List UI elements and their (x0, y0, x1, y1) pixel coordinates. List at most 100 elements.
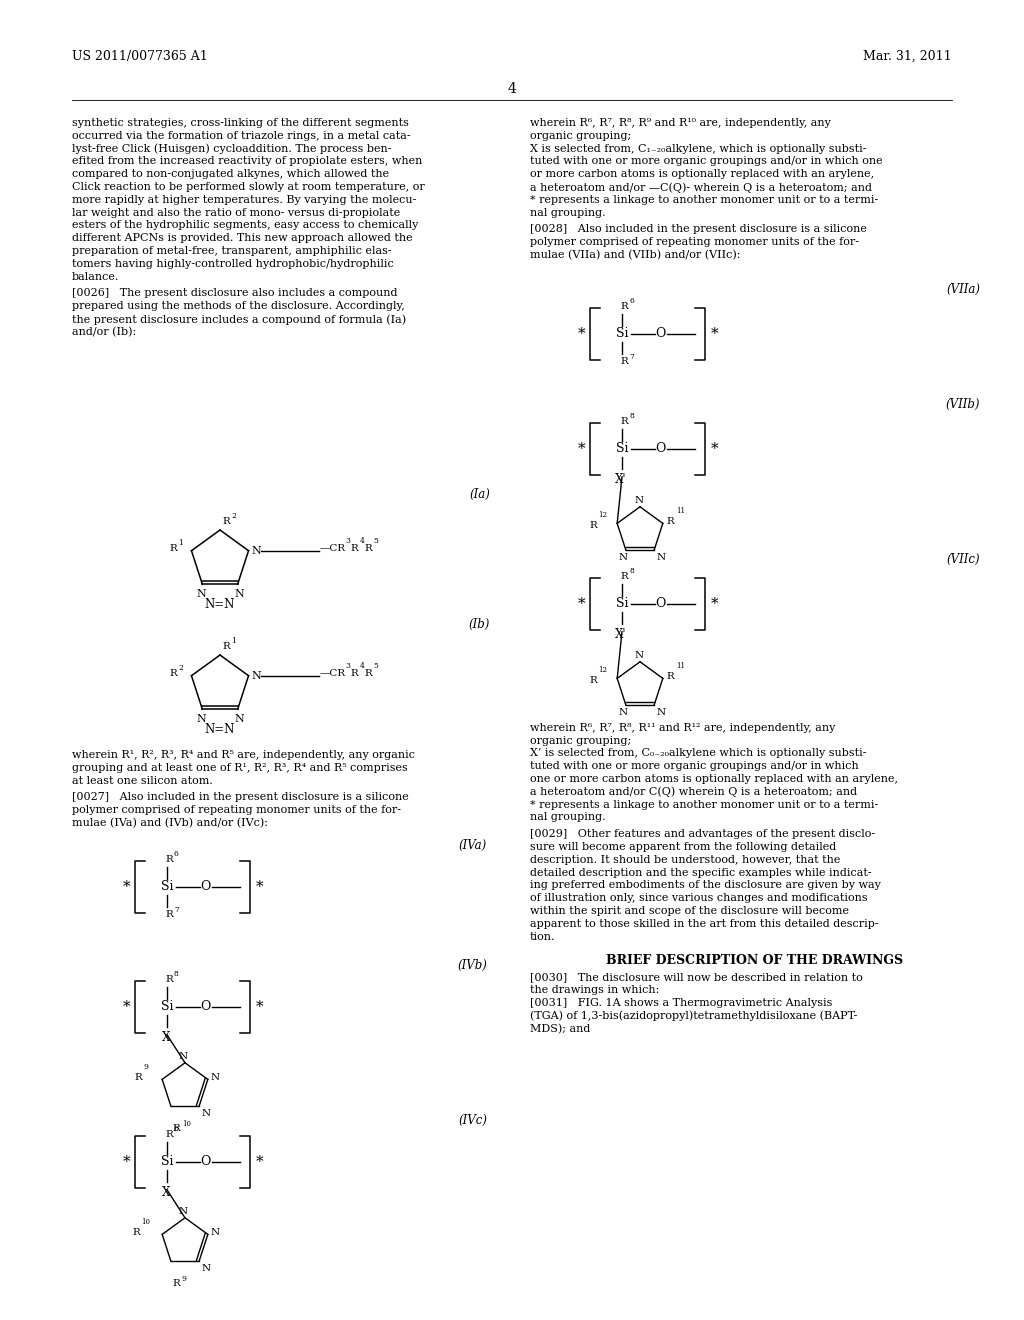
Text: (IVb): (IVb) (457, 958, 487, 972)
Text: N: N (201, 1265, 210, 1274)
Text: prepared using the methods of the disclosure. Accordingly,: prepared using the methods of the disclo… (72, 301, 404, 312)
Text: 9: 9 (143, 1064, 148, 1072)
Text: within the spirit and scope of the disclosure will become: within the spirit and scope of the discl… (530, 906, 849, 916)
Text: polymer comprised of repeating monomer units of the for-: polymer comprised of repeating monomer u… (72, 805, 401, 816)
Text: 3: 3 (345, 661, 350, 669)
Text: R: R (165, 1130, 173, 1139)
Text: the drawings in which:: the drawings in which: (530, 985, 659, 995)
Text: N: N (618, 553, 628, 562)
Text: N: N (252, 545, 261, 556)
Text: * represents a linkage to another monomer unit or to a termi-: * represents a linkage to another monome… (530, 195, 879, 205)
Text: X': X' (615, 473, 627, 486)
Text: 1: 1 (231, 638, 236, 645)
Text: nal grouping.: nal grouping. (530, 207, 605, 218)
Text: tion.: tion. (530, 932, 555, 941)
Text: R: R (365, 669, 373, 678)
Text: the present disclosure includes a compound of formula (Ia): the present disclosure includes a compou… (72, 314, 407, 325)
Text: X: X (162, 1031, 170, 1044)
Text: 9: 9 (182, 1275, 186, 1283)
Text: (TGA) of 1,3-bis(azidopropyl)tetramethyldisiloxane (BAPT-: (TGA) of 1,3-bis(azidopropyl)tetramethyl… (530, 1011, 857, 1022)
Text: N: N (211, 1228, 220, 1237)
Text: nal grouping.: nal grouping. (530, 812, 605, 822)
Text: (VIIc): (VIIc) (946, 553, 980, 566)
Text: 12: 12 (598, 511, 607, 519)
Text: (VIIa): (VIIa) (946, 282, 980, 296)
Text: 4: 4 (359, 661, 365, 669)
Text: esters of the hydrophilic segments, easy access to chemically: esters of the hydrophilic segments, easy… (72, 220, 419, 231)
Text: 4: 4 (359, 537, 365, 545)
Text: Si: Si (615, 327, 629, 341)
Text: N: N (178, 1206, 187, 1216)
Text: N: N (635, 651, 643, 660)
Text: different APCNs is provided. This new approach allowed the: different APCNs is provided. This new ap… (72, 234, 413, 243)
Text: tuted with one or more organic groupings and/or in which: tuted with one or more organic groupings… (530, 762, 859, 771)
Text: R: R (620, 417, 628, 426)
Text: more rapidly at higher temperatures. By varying the molecu-: more rapidly at higher temperatures. By … (72, 195, 417, 205)
Text: [0030]   The disclosure will now be described in relation to: [0030] The disclosure will now be descri… (530, 973, 863, 982)
Text: [0027]   Also included in the present disclosure is a silicone: [0027] Also included in the present disc… (72, 792, 409, 803)
Text: Mar. 31, 2011: Mar. 31, 2011 (863, 50, 952, 63)
Text: description. It should be understood, however, that the: description. It should be understood, ho… (530, 855, 841, 865)
Text: R: R (667, 517, 675, 525)
Text: R: R (589, 676, 597, 685)
Text: wherein R¹, R², R³, R⁴ and R⁵ are, independently, any organic: wherein R¹, R², R³, R⁴ and R⁵ are, indep… (72, 750, 415, 760)
Text: Si: Si (161, 880, 173, 894)
Text: *: * (712, 442, 719, 455)
Text: R: R (350, 669, 358, 678)
Text: *: * (123, 880, 131, 894)
Text: R: R (589, 521, 597, 529)
Text: —CR: —CR (319, 544, 346, 553)
Text: N: N (234, 714, 245, 725)
Text: organic grouping;: organic grouping; (530, 735, 631, 746)
Text: N: N (197, 589, 206, 599)
Text: [0029]   Other features and advantages of the present disclo-: [0029] Other features and advantages of … (530, 829, 876, 840)
Text: one or more carbon atoms is optionally replaced with an arylene,: one or more carbon atoms is optionally r… (530, 774, 898, 784)
Text: *: * (579, 327, 586, 341)
Text: or more carbon atoms is optionally replaced with an arylene,: or more carbon atoms is optionally repla… (530, 169, 874, 180)
Text: occurred via the formation of triazole rings, in a metal cata-: occurred via the formation of triazole r… (72, 131, 411, 141)
Text: [0028]   Also included in the present disclosure is a silicone: [0028] Also included in the present disc… (530, 224, 867, 235)
Text: (IVc): (IVc) (458, 1114, 487, 1127)
Text: 8: 8 (174, 1125, 179, 1133)
Text: O: O (200, 880, 210, 894)
Text: wherein R⁶, R⁷, R⁸, R⁹ and R¹⁰ are, independently, any: wherein R⁶, R⁷, R⁸, R⁹ and R¹⁰ are, inde… (530, 117, 830, 128)
Text: R: R (165, 974, 173, 983)
Text: *: * (256, 880, 264, 894)
Text: N: N (201, 1109, 210, 1118)
Text: N: N (656, 553, 666, 562)
Text: mulae (VIIa) and (VIIb) and/or (VIIc):: mulae (VIIa) and (VIIb) and/or (VIIc): (530, 249, 740, 260)
Text: grouping and at least one of R¹, R², R³, R⁴ and R⁵ comprises: grouping and at least one of R¹, R², R³,… (72, 763, 408, 772)
Text: *: * (579, 597, 586, 611)
Text: R: R (620, 356, 628, 366)
Text: tomers having highly-controlled hydrophobic/hydrophilic: tomers having highly-controlled hydropho… (72, 259, 394, 269)
Text: N: N (211, 1073, 220, 1082)
Text: 11: 11 (676, 507, 685, 515)
Text: R: R (132, 1228, 140, 1237)
Text: Si: Si (161, 1155, 173, 1168)
Text: R: R (173, 1125, 180, 1133)
Text: R: R (169, 544, 177, 553)
Text: —CR: —CR (319, 669, 346, 678)
Text: R: R (620, 572, 628, 581)
Text: X’ is selected from, C₀₋₂₀alkylene which is optionally substi-: X’ is selected from, C₀₋₂₀alkylene which… (530, 748, 866, 759)
Text: 8: 8 (629, 412, 634, 420)
Text: [0026]   The present disclosure also includes a compound: [0026] The present disclosure also inclu… (72, 288, 397, 298)
Text: R: R (173, 1279, 180, 1288)
Text: 12: 12 (598, 667, 607, 675)
Text: 5: 5 (374, 661, 379, 669)
Text: R: R (365, 544, 373, 553)
Text: X: X (162, 1185, 170, 1199)
Text: (VIIb): (VIIb) (945, 397, 980, 411)
Text: N: N (234, 589, 245, 599)
Text: R: R (667, 672, 675, 681)
Text: *: * (123, 999, 131, 1014)
Text: a heteroatom and/or C(Q) wherein Q is a heteroatom; and: a heteroatom and/or C(Q) wherein Q is a … (530, 787, 857, 797)
Text: R: R (620, 302, 628, 310)
Text: 7: 7 (629, 352, 634, 360)
Text: of illustration only, since various changes and modifications: of illustration only, since various chan… (530, 894, 867, 903)
Text: and/or (Ib):: and/or (Ib): (72, 327, 136, 337)
Text: apparent to those skilled in the art from this detailed descrip-: apparent to those skilled in the art fro… (530, 919, 879, 929)
Text: N: N (252, 671, 261, 681)
Text: polymer comprised of repeating monomer units of the for-: polymer comprised of repeating monomer u… (530, 238, 859, 247)
Text: 10: 10 (182, 1121, 190, 1129)
